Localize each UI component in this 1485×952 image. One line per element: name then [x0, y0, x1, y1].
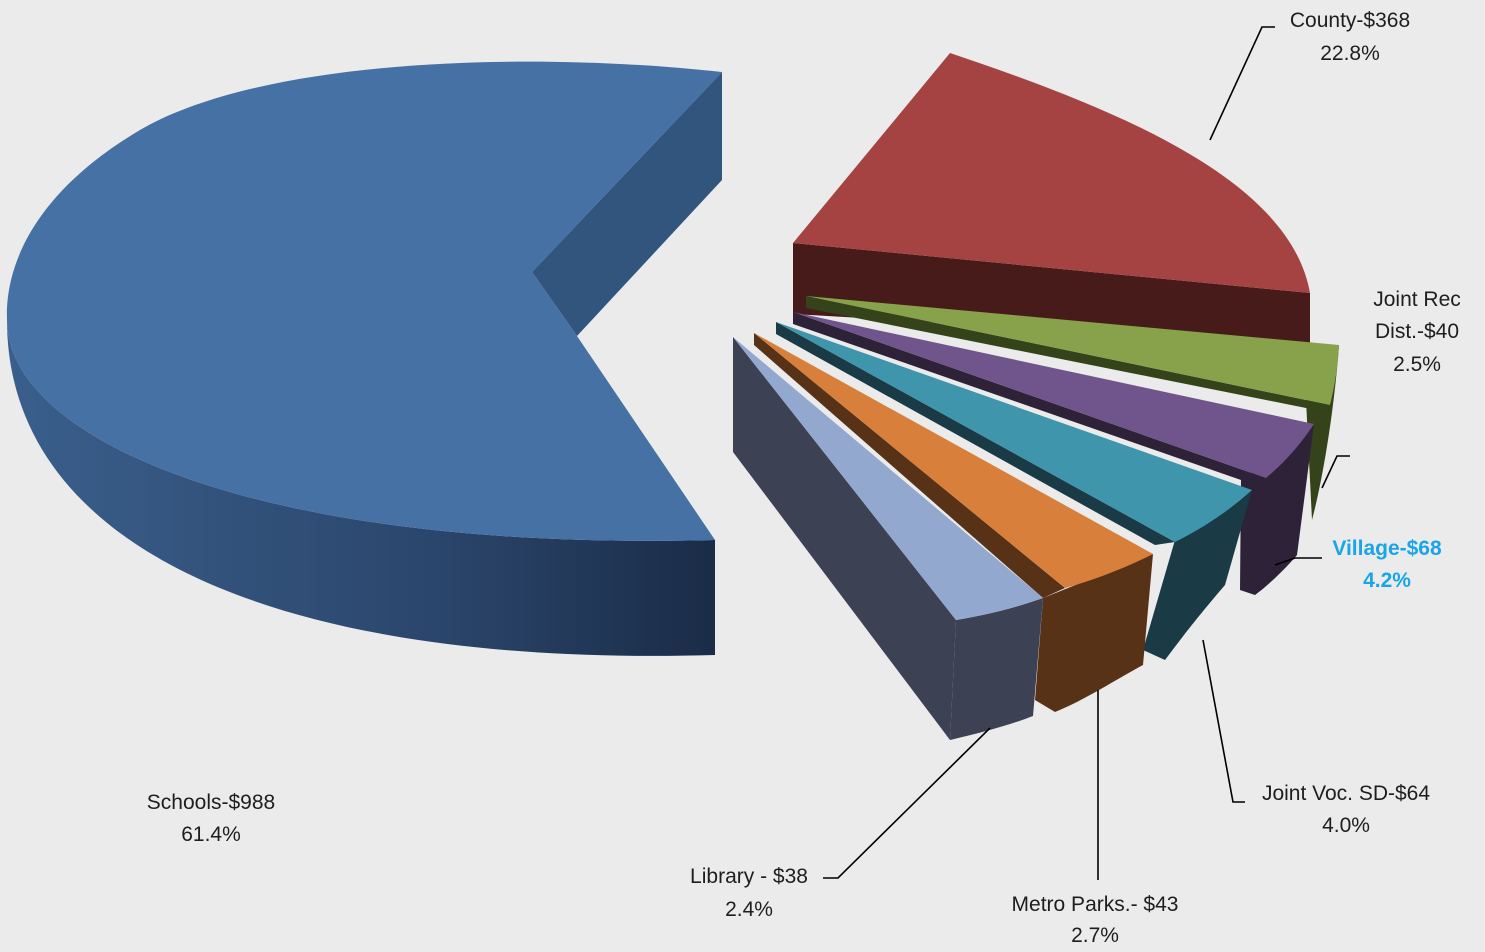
leader-joint-voc	[1202, 639, 1245, 803]
slice-joint-voc-top	[754, 333, 1153, 588]
label-village-name: Village-$68	[1332, 537, 1442, 560]
label-joint-rec-pct: 2.5%	[1393, 353, 1441, 376]
label-joint-rec: Joint Rec Dist.-$40 2.5%	[1373, 288, 1461, 376]
label-schools-pct: 61.4%	[181, 823, 241, 846]
label-metro-parks-pct: 2.7%	[1071, 924, 1119, 947]
slice-joint-rec	[806, 296, 1339, 520]
label-county-name: County-$368	[1290, 9, 1410, 32]
slice-schools	[6, 61, 723, 656]
slice-village-front	[776, 322, 1175, 545]
label-schools: Schools-$988 61.4%	[147, 791, 275, 846]
slice-joint-voc-front	[754, 333, 1065, 598]
slice-joint-rec-top	[806, 296, 1339, 405]
label-metro-parks: Metro Parks.- $43 2.7%	[1012, 893, 1179, 947]
slice-purple-front	[793, 312, 1266, 480]
label-joint-voc-pct: 4.0%	[1322, 814, 1370, 837]
slice-village	[776, 322, 1252, 660]
label-village: Village-$68 4.2%	[1332, 537, 1442, 592]
slice-metro-parks	[733, 337, 1043, 740]
label-library-pct: 2.4%	[725, 898, 773, 921]
slice-joint-voc-side	[1035, 554, 1153, 712]
leader-joint-rec	[1321, 455, 1350, 489]
label-library-name: Library - $38	[690, 865, 808, 888]
label-metro-parks-name: Metro Parks.- $43	[1012, 893, 1179, 916]
slice-metro-parks-top	[733, 337, 1043, 620]
leader-library	[823, 727, 991, 879]
slice-schools-inner-side	[532, 72, 722, 336]
label-joint-rec-line2: Dist.-$40	[1375, 320, 1459, 343]
slice-metro-parks-side	[950, 598, 1043, 740]
slice-joint-voc	[754, 333, 1153, 712]
slice-village-side	[1143, 490, 1252, 660]
label-village-pct: 4.2%	[1363, 569, 1411, 592]
leader-village	[1274, 557, 1322, 566]
slice-joint-rec-front	[806, 296, 1330, 408]
slice-village-top	[776, 322, 1252, 542]
label-joint-rec-line1: Joint Rec	[1373, 288, 1461, 311]
leader-county	[1209, 26, 1275, 141]
label-county: County-$368 22.8%	[1290, 9, 1410, 65]
label-library: Library - $38 2.4%	[690, 865, 808, 921]
slice-purple-top	[793, 312, 1314, 478]
slice-schools-side	[7, 320, 715, 656]
label-joint-voc: Joint Voc. SD-$64 4.0%	[1262, 782, 1430, 837]
label-joint-voc-name: Joint Voc. SD-$64	[1262, 782, 1430, 805]
label-schools-name: Schools-$988	[147, 791, 275, 814]
slice-county	[793, 53, 1310, 344]
slice-metro-parks-front	[733, 337, 956, 740]
label-county-pct: 22.8%	[1320, 42, 1380, 65]
slice-schools-top	[6, 61, 723, 541]
slice-purple	[793, 312, 1314, 595]
slice-county-top	[793, 53, 1310, 293]
